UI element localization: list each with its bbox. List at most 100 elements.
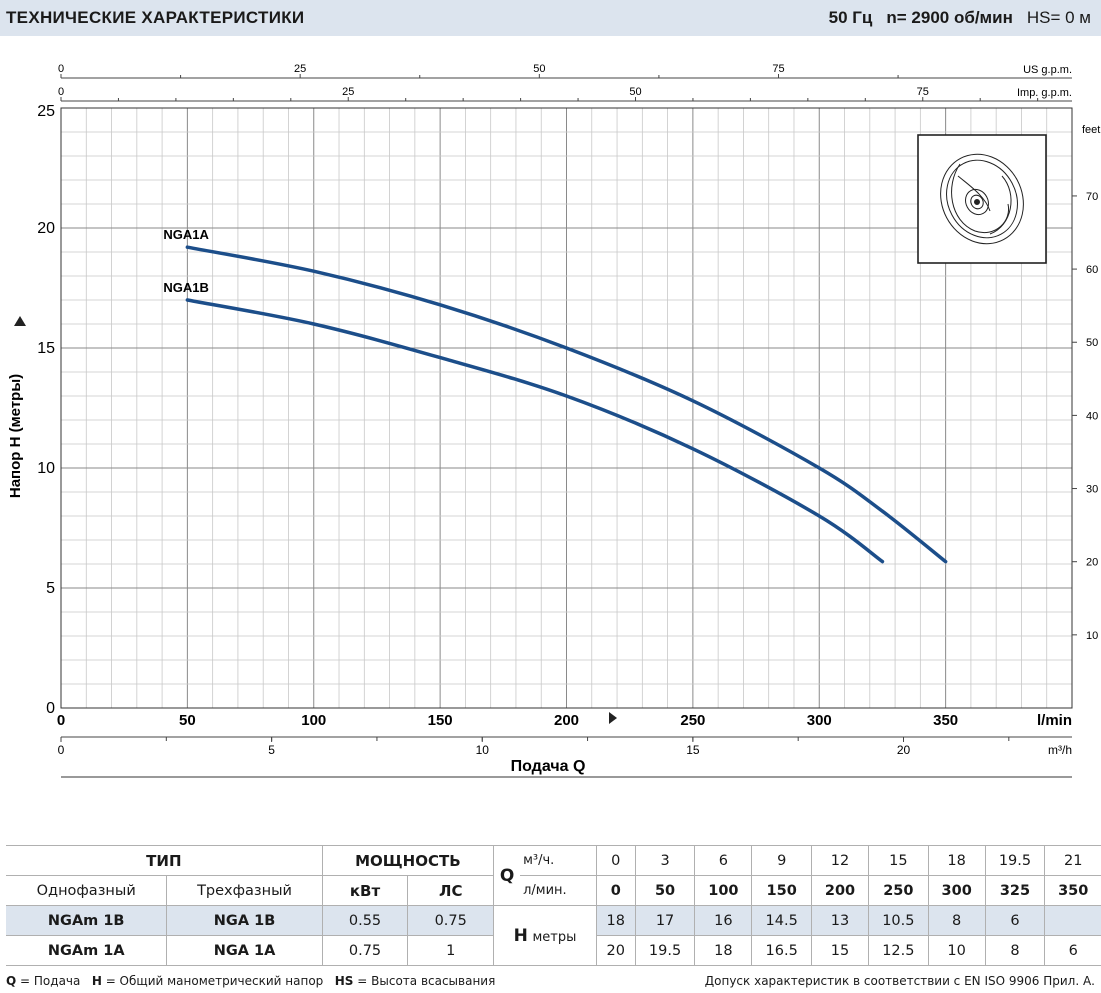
head-cell: 15 — [811, 935, 869, 966]
x-tick-label: 150 — [428, 712, 453, 729]
three-phase-model: NGA 1A — [166, 935, 323, 966]
m3h-tick-label: 0 — [58, 743, 65, 757]
kw-value: 0.55 — [321, 905, 409, 936]
head-cell: 17 — [634, 905, 696, 936]
m3h-tick-label: 20 — [897, 743, 911, 757]
y-tick-label: 0 — [46, 700, 55, 717]
m3h-tick-label: 10 — [476, 743, 490, 757]
us-gpm-tick-label: 25 — [294, 63, 306, 75]
x-tick-label: 300 — [807, 712, 832, 729]
chart-grid — [61, 108, 1072, 708]
header-bar: ТЕХНИЧЕСКИЕ ХАРАКТЕРИСТИКИ 50 Гц n= 2900 … — [0, 0, 1101, 36]
single-phase-model: NGAm 1A — [6, 935, 168, 966]
y-tick-label: 25 — [37, 103, 55, 120]
head-cell: 10.5 — [867, 905, 929, 936]
lmin-cell: 150 — [751, 875, 813, 906]
power-header: МОЩНОСТЬ — [321, 845, 495, 876]
q-key: Q — [6, 974, 17, 988]
impeller-inset — [917, 134, 1047, 264]
head-cell: 6 — [984, 905, 1046, 936]
symbol-legend: Q = Подача H = Общий манометрический нап… — [6, 974, 495, 988]
table-row: NGAm 1B NGA 1B 0.55 0.75 H метры 18 17 1… — [6, 905, 1101, 966]
imp-gpm-tick-label: 0 — [58, 86, 64, 98]
series-line-nga1b — [185, 298, 885, 564]
imp-gpm-tick-label: 50 — [629, 86, 641, 98]
x-unit-label: l/min — [1037, 712, 1072, 729]
kw-value: 0.75 — [321, 935, 409, 966]
imp-gpm-tick-label: 75 — [917, 86, 929, 98]
imp-gpm-tick-label: 25 — [342, 86, 354, 98]
y-tick-label: 5 — [46, 580, 55, 597]
hs-key: HS — [334, 974, 354, 988]
feet-tick-label: 50 — [1086, 337, 1098, 349]
table-row: NGAm 1A NGA 1A 0.75 1 20 19.5 18 16.5 15… — [6, 935, 1101, 966]
h-unit: метры — [532, 929, 577, 945]
q-desc: = Подача — [20, 974, 81, 988]
m3h-unit: м³/ч. — [520, 845, 597, 876]
suction-height-label: HS= 0 м — [1026, 8, 1091, 27]
lmin-cell: 100 — [694, 875, 753, 906]
operating-conditions: 50 Гц n= 2900 об/мин HS= 0 м — [829, 8, 1091, 28]
single-phase-header: Однофазный — [6, 875, 168, 906]
lmin-cell: 200 — [811, 875, 869, 906]
plot-frame — [60, 107, 1073, 709]
lmin-unit: л/мин. — [520, 875, 597, 906]
head-cell: 14.5 — [751, 905, 813, 936]
x-tick-label: 350 — [933, 712, 958, 729]
y-tick-label: 10 — [37, 460, 55, 477]
kw-header: кВт — [321, 875, 409, 906]
three-phase-model: NGA 1B — [166, 905, 323, 936]
y-tick-label: 20 — [37, 220, 55, 237]
x-tick-label: 250 — [680, 712, 705, 729]
m3h-unit-label: m³/h — [1048, 743, 1072, 757]
m3h-cell: 21 — [1044, 845, 1101, 876]
series-label: NGA1B — [163, 280, 209, 295]
page-title: ТЕХНИЧЕСКИЕ ХАРАКТЕРИСТИКИ — [6, 8, 305, 27]
x-tick-label: 0 — [57, 712, 65, 729]
three-phase-header: Трехфазный — [166, 875, 323, 906]
lmin-cell: 325 — [984, 875, 1046, 906]
m3h-cell: 12 — [811, 845, 869, 876]
frequency-label: 50 Гц — [828, 8, 873, 27]
x-tick-label: 100 — [301, 712, 326, 729]
x-tick-label: 50 — [179, 712, 196, 729]
us-gpm-tick-label: 0 — [58, 63, 64, 75]
lmin-cell: 0 — [595, 875, 636, 906]
chart-axes: 0 50 100 150 200 250 300 350 l/min0510152025Напо… — [7, 63, 1100, 778]
head-cell: 6 — [1044, 935, 1101, 966]
head-cell: 16 — [694, 905, 753, 936]
lmin-cell: 300 — [927, 875, 986, 906]
feet-label: feet — [1082, 124, 1100, 136]
lmin-cell: 50 — [634, 875, 696, 906]
y-tick-label: 15 — [37, 340, 55, 357]
m3h-tick-label: 5 — [268, 743, 275, 757]
m3h-cell: 18 — [927, 845, 986, 876]
series-line-nga1a — [185, 245, 948, 564]
hp-value: 1 — [407, 935, 495, 966]
y-axis-title: Напор H (метры) — [7, 374, 24, 498]
m3h-cell: 15 — [867, 845, 929, 876]
y-axis-arrow-icon — [14, 316, 26, 326]
feet-tick-label: 40 — [1086, 410, 1098, 422]
pump-curve-chart: 0 50 100 150 200 250 300 350 l/min0510152025Напо… — [7, 63, 1100, 778]
series-label: NGA1A — [163, 227, 209, 242]
lmin-cell: 350 — [1044, 875, 1101, 906]
imp-gpm-label: Imp. g.p.m. — [1017, 87, 1072, 99]
us-gpm-tick-label: 50 — [533, 63, 545, 75]
speed-label: n= 2900 об/мин — [886, 8, 1013, 27]
m3h-cell: 6 — [694, 845, 753, 876]
head-cell: 12.5 — [867, 935, 929, 966]
m3h-cell: 3 — [634, 845, 696, 876]
head-cell: 10 — [927, 935, 986, 966]
head-cell: 18 — [694, 935, 753, 966]
head-cell: 8 — [984, 935, 1046, 966]
h-key: H — [91, 974, 102, 988]
us-gpm-tick-label: 75 — [772, 63, 784, 75]
head-cell: 16.5 — [751, 935, 813, 966]
x-axis-arrow-icon — [609, 712, 617, 724]
h-label: H — [513, 925, 528, 946]
feet-tick-label: 30 — [1086, 484, 1098, 496]
head-cell: 19.5 — [634, 935, 696, 966]
us-gpm-label: US g.p.m. — [1023, 64, 1072, 76]
single-phase-model: NGAm 1B — [6, 905, 168, 936]
